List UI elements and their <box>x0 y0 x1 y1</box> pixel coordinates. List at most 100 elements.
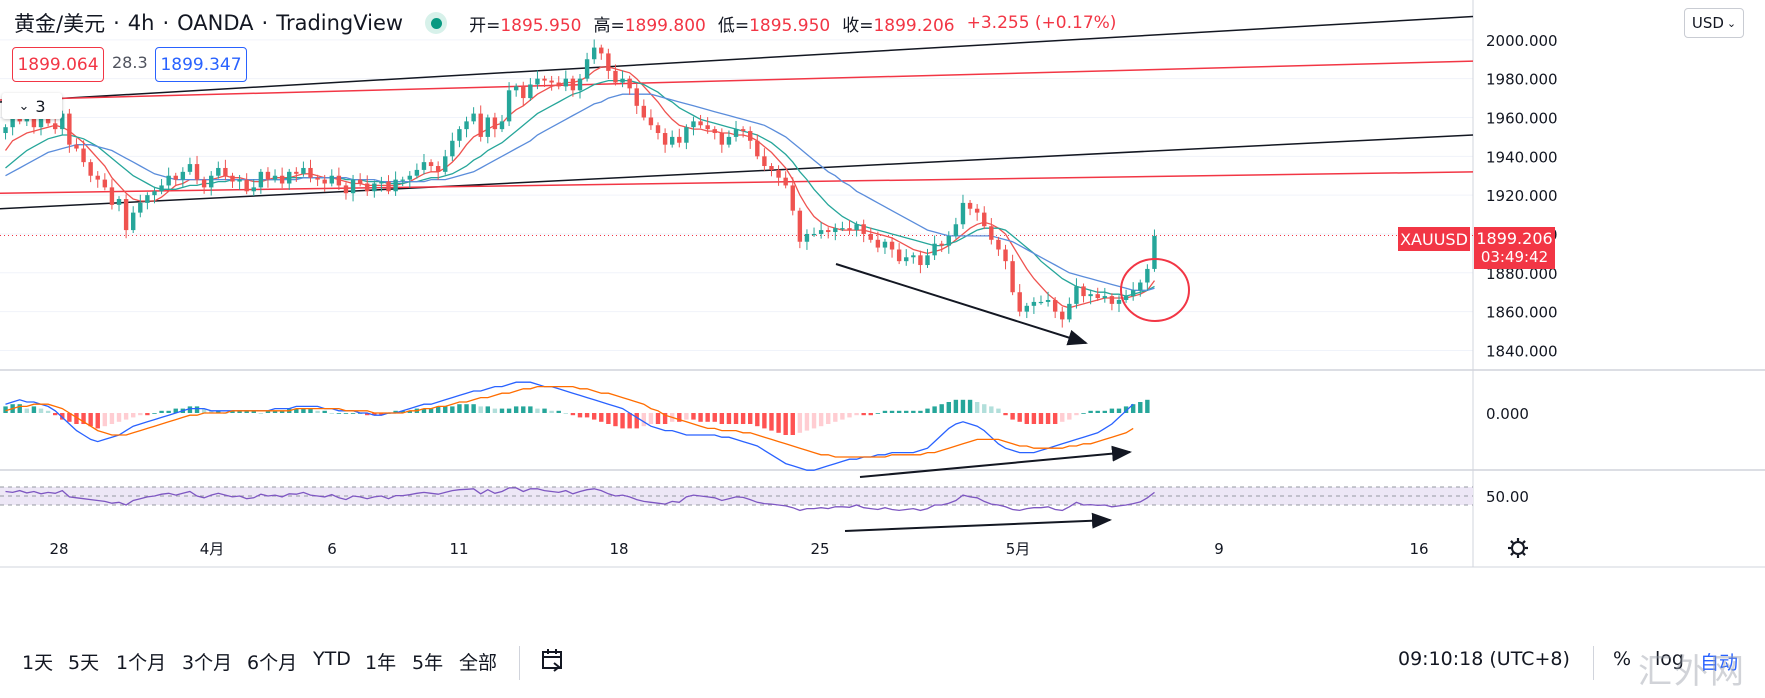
candle-body <box>237 179 242 182</box>
x-tick-label: 18 <box>609 540 628 558</box>
range-button[interactable]: 1个月 <box>116 652 167 674</box>
candle-body <box>1017 292 1022 312</box>
candle-body <box>159 185 164 192</box>
macd-histogram-bar <box>840 413 845 420</box>
buy-price-button[interactable]: 1899.347 <box>155 47 247 82</box>
macd-histogram-bar <box>74 413 79 424</box>
rsi-divergence-arrow <box>844 512 1112 532</box>
candle-body <box>201 179 207 188</box>
range-button[interactable]: 1年 <box>365 652 397 674</box>
candle-body <box>513 86 519 91</box>
macd-histogram-bar <box>138 413 143 416</box>
macd-histogram-bar <box>52 413 58 416</box>
clock-timezone[interactable]: 09:10:18 (UTC+8) <box>1398 648 1570 670</box>
settings-icon[interactable] <box>1508 538 1528 558</box>
x-tick-label: 6 <box>327 540 337 558</box>
signal-line <box>5 385 1134 458</box>
candle-body <box>52 123 58 130</box>
macd-histogram-bar <box>549 410 554 413</box>
candle-body <box>1060 311 1065 320</box>
auto-scale-toggle[interactable]: 自动 <box>1700 652 1739 674</box>
open-value: 1895.950 <box>500 15 582 36</box>
macd-histogram-bar <box>904 410 909 413</box>
ohlc-close: 收=1899.206 <box>842 11 964 36</box>
candle-body <box>1074 286 1079 304</box>
macd-histogram-bar <box>967 399 973 413</box>
currency-dropdown[interactable]: USD ⌄ <box>1684 8 1744 38</box>
candle-body <box>414 169 420 176</box>
candle-body <box>804 233 810 242</box>
y-tick-label: 1920.000 <box>1486 187 1558 205</box>
calendar-go-to-date-icon[interactable] <box>540 646 566 678</box>
macd-histogram-bar <box>379 413 384 416</box>
candle-body <box>109 187 115 205</box>
percent-scale-toggle[interactable]: % <box>1613 648 1632 670</box>
candle-body <box>287 171 292 184</box>
ma-short-line <box>4 66 1156 309</box>
macd-histogram-bar <box>1052 413 1058 424</box>
macd-histogram-bar <box>457 404 462 413</box>
macd-histogram-bar <box>1010 413 1015 420</box>
macd-pane <box>3 381 1150 471</box>
macd-histogram-bar <box>620 413 625 429</box>
price-divergence-arrow <box>835 263 1088 346</box>
candle-body <box>138 202 143 213</box>
candle-body <box>705 125 710 130</box>
macd-histogram-bar <box>797 413 803 433</box>
chart-canvas[interactable]: 2000.000 1980.000 1960.000 1940.000 1920.000… <box>0 0 1765 636</box>
candle-body <box>428 162 434 167</box>
candle-body <box>400 179 405 181</box>
macd-histogram-bar <box>443 406 448 413</box>
candle-body <box>421 162 427 170</box>
macd-histogram-bar <box>662 413 668 424</box>
candle-body <box>471 113 476 122</box>
symbol-name[interactable]: 黄金/美元 <box>14 12 106 36</box>
candle-body <box>1116 299 1122 304</box>
sell-price-button[interactable]: 1899.064 <box>12 47 104 82</box>
range-button[interactable]: 1天 <box>22 652 54 674</box>
range-button[interactable]: 5天 <box>68 652 100 674</box>
macd-histogram-bar <box>521 406 526 413</box>
macd-histogram-bar <box>528 406 533 413</box>
price-grid <box>0 39 1473 351</box>
macd-histogram-bar <box>506 408 512 413</box>
macd-histogram-bar <box>350 413 356 414</box>
chevron-down-icon: ⌄ <box>1726 16 1737 30</box>
macd-histogram-bar <box>209 410 214 413</box>
range-button[interactable]: YTD <box>313 648 351 670</box>
indicators-collapse-button[interactable]: ⌄ 3 <box>2 93 62 119</box>
macd-histogram-bar <box>989 406 994 413</box>
candle-body <box>811 233 817 236</box>
log-scale-toggle[interactable]: log <box>1655 648 1684 670</box>
legend-header: 黄金/美元 · 4h · OANDA · TradingView 开=1895.… <box>14 8 1128 38</box>
candle-body <box>953 224 959 236</box>
macd-histogram-bar <box>847 413 852 418</box>
candle-body <box>577 78 583 91</box>
macd-histogram-bar <box>294 408 299 413</box>
candle-body <box>939 243 944 246</box>
range-button[interactable]: 3个月 <box>182 652 233 674</box>
macd-histogram-bar <box>712 413 717 422</box>
range-button[interactable]: 5年 <box>412 652 444 674</box>
candle-body <box>279 175 285 184</box>
candle-body <box>854 224 859 231</box>
macd-histogram-bar <box>478 406 483 413</box>
macd-histogram-bar <box>1031 413 1037 424</box>
candle-body <box>641 105 647 118</box>
candle-body <box>549 80 554 83</box>
macd-histogram-bar <box>627 413 632 429</box>
indicator-count: 3 <box>35 96 46 116</box>
y-tick-label: 1960.000 <box>1486 109 1558 127</box>
rsi-tick-label: 50.00 <box>1486 488 1529 506</box>
candle-body <box>719 133 725 145</box>
candle-body <box>372 183 377 192</box>
range-button[interactable]: 全部 <box>459 652 498 674</box>
candle-body <box>1003 249 1008 262</box>
candle-body <box>386 181 391 192</box>
interval-label[interactable]: 4h <box>127 11 155 35</box>
macd-histogram-bar <box>343 413 349 414</box>
y-tick-label: 1880.000 <box>1486 265 1558 283</box>
macd-divergence-arrow <box>859 445 1132 478</box>
range-button[interactable]: 6个月 <box>247 652 298 674</box>
macd-histogram-bar <box>1024 413 1029 424</box>
